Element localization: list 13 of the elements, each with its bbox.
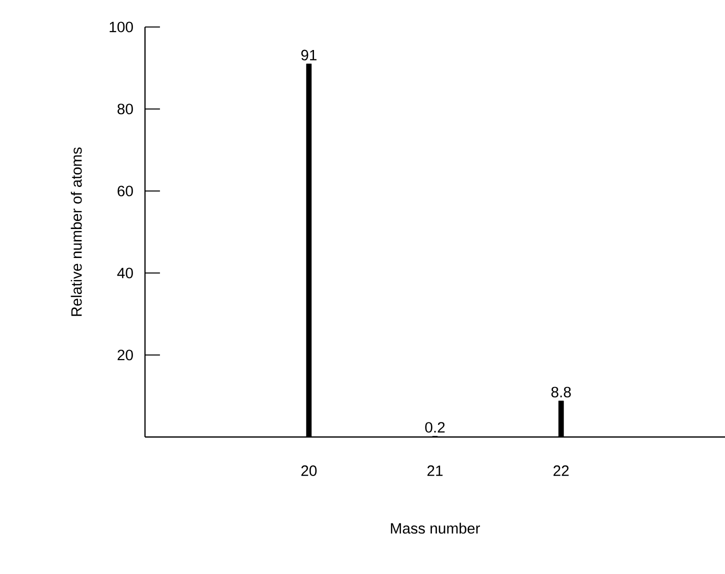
data-label: 0.2 (425, 422, 445, 433)
y-tick-label: 60 (118, 186, 133, 196)
x-axis-title: Mass number (390, 522, 480, 534)
y-tick-label: 40 (117, 268, 133, 278)
y-axis-title: Relative number of atoms (70, 147, 82, 316)
x-tick-label: 21 (427, 465, 443, 476)
x-tick-label: 20 (301, 465, 317, 476)
x-tick-label: 22 (554, 465, 569, 476)
y-tick-label: 20 (118, 350, 133, 360)
y-tick-label: 100 (110, 22, 133, 32)
y-tick-label: 80 (118, 104, 133, 114)
data-label: 8.8 (551, 386, 571, 398)
data-label: 91 (301, 50, 316, 60)
